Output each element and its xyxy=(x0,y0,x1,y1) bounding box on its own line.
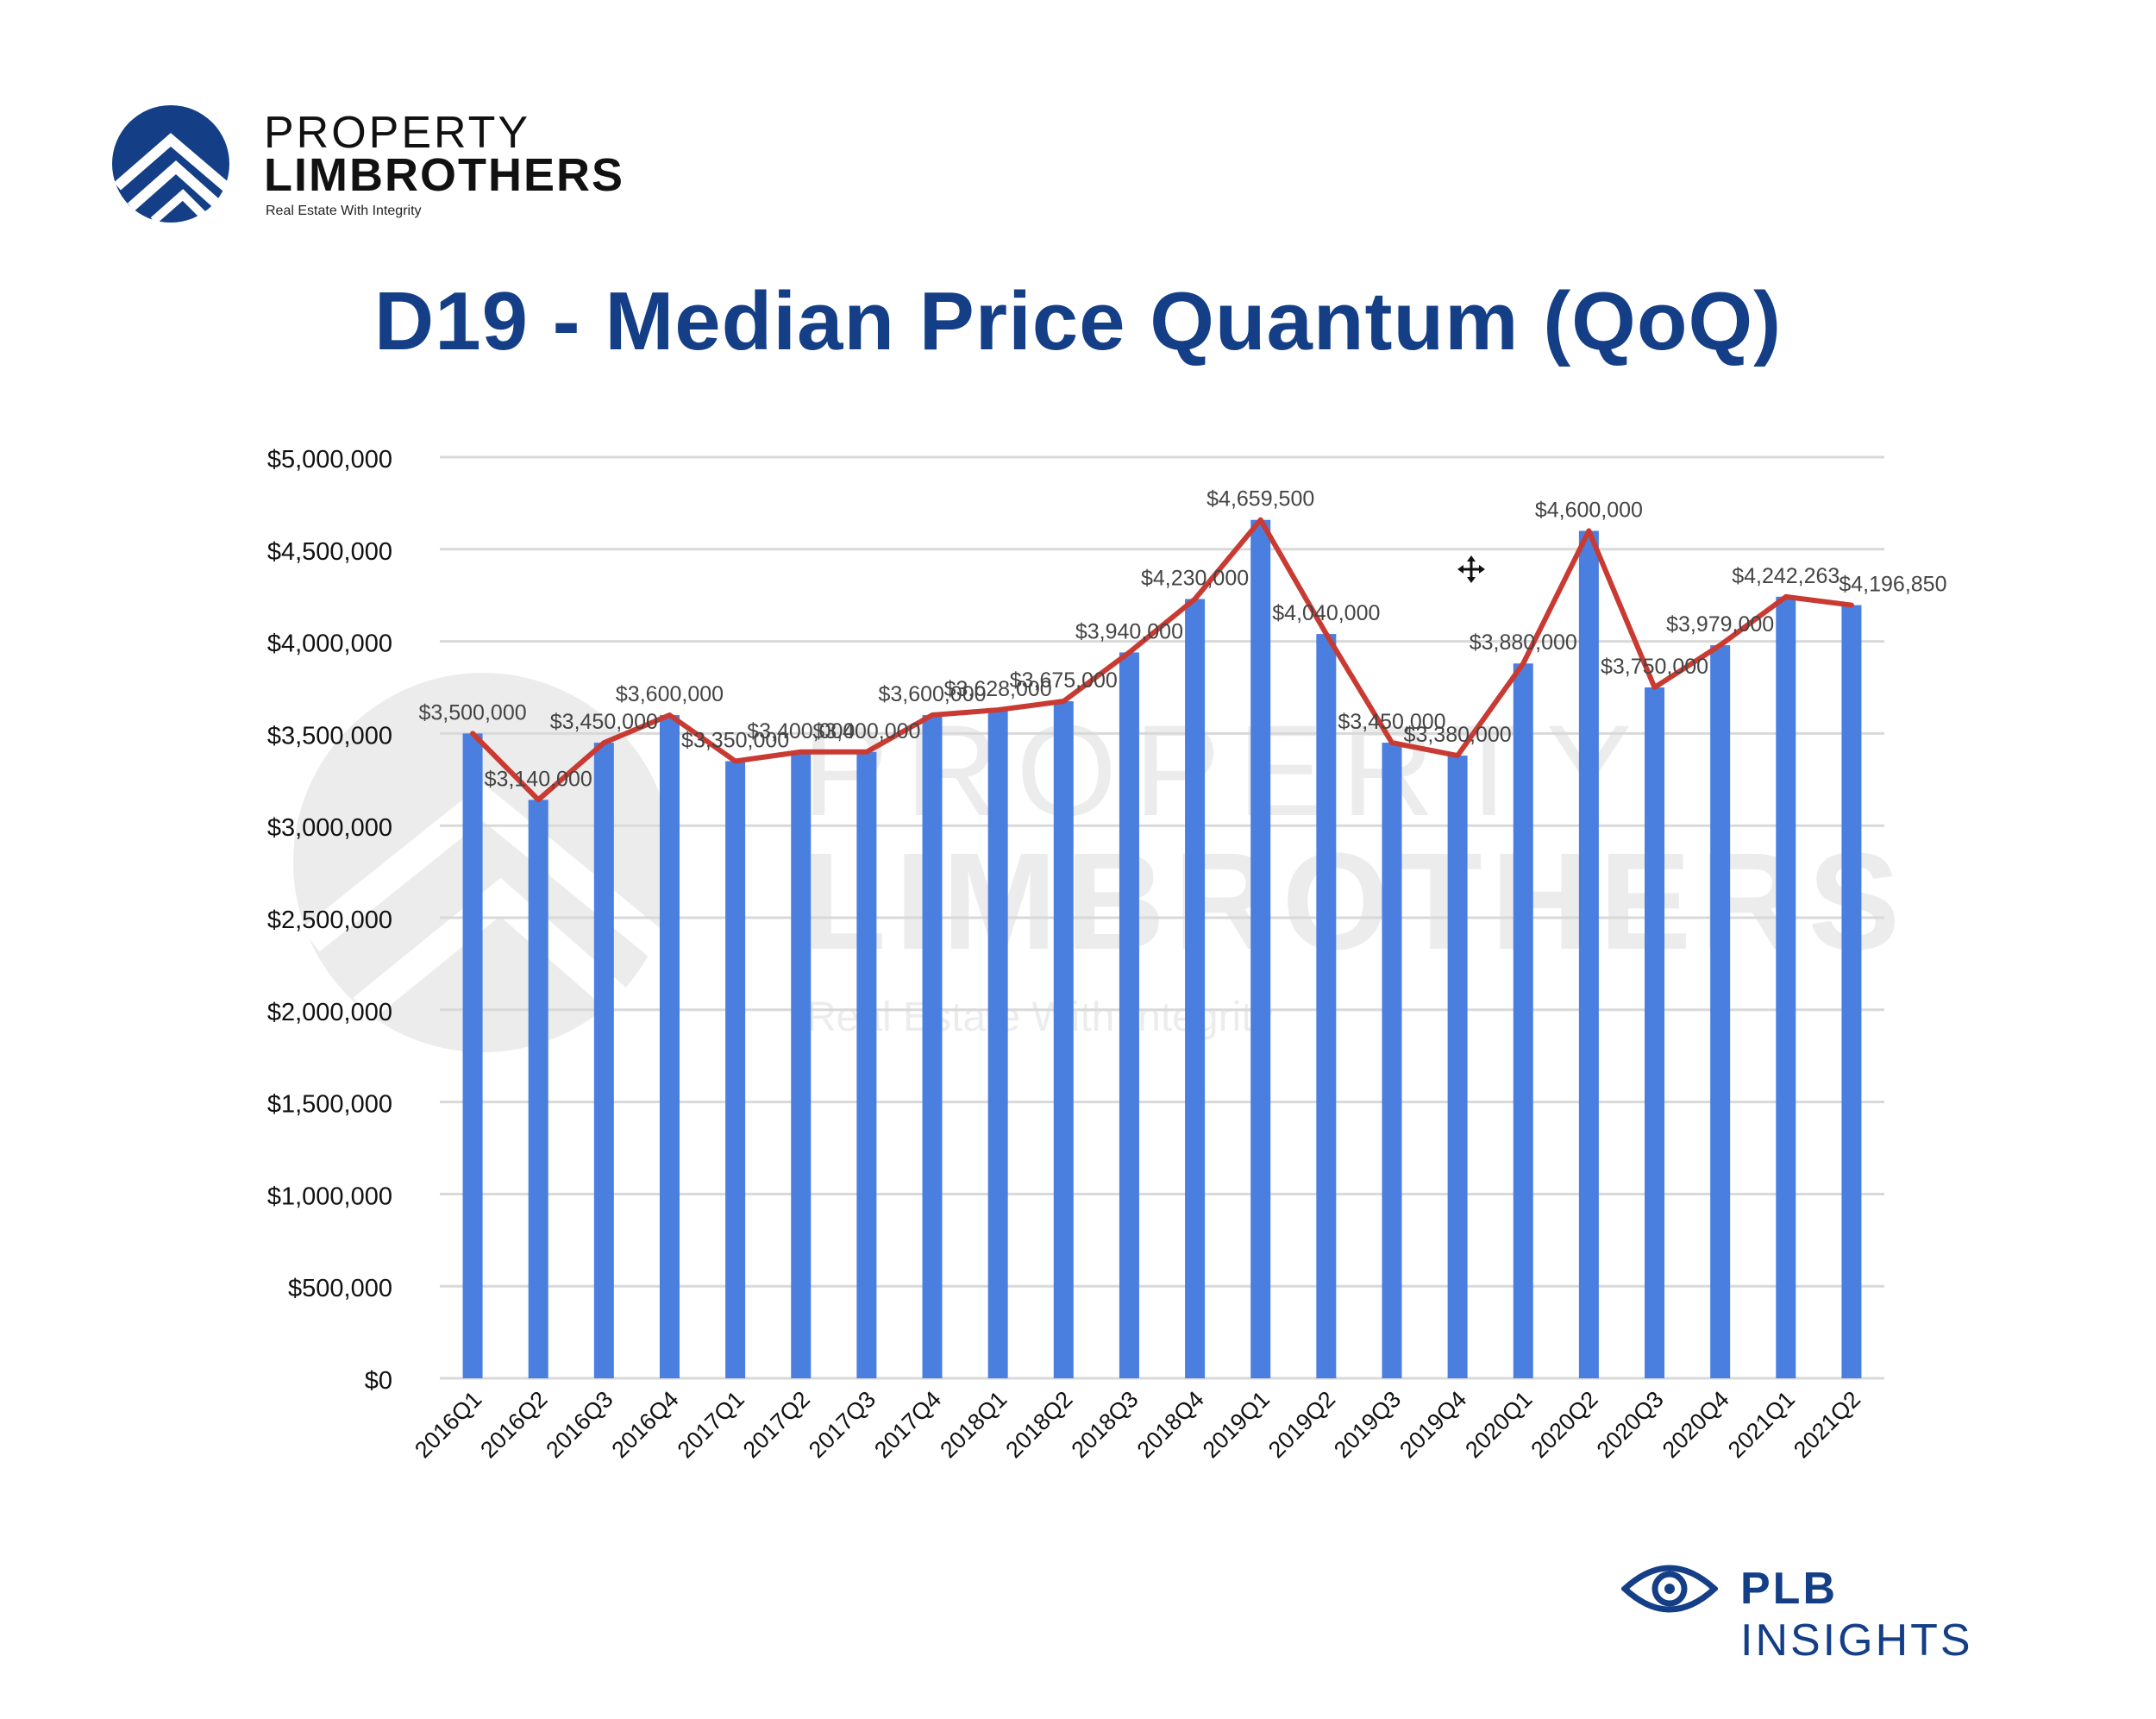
bar xyxy=(1578,530,1599,1378)
grid-lines xyxy=(440,455,1884,1380)
bar xyxy=(1119,652,1139,1378)
plb-insights-brand: PLB INSIGHTS xyxy=(1621,1553,2070,1666)
data-label: $4,242,263 xyxy=(1732,564,1839,588)
bar xyxy=(1250,519,1271,1378)
x-tick-label: 2020Q2 xyxy=(1526,1386,1602,1463)
trend-line xyxy=(470,517,1854,803)
footer-brand-text: PLB INSIGHTS xyxy=(1740,1563,2070,1666)
data-label: $3,400,000 xyxy=(812,719,920,743)
x-tick-label: 2019Q2 xyxy=(1263,1386,1340,1463)
y-axis-ticks: $0 $500,000 $1,000,000 $1,500,000 $2,000,000… xyxy=(267,446,392,1395)
bar xyxy=(1513,663,1533,1378)
data-label: $3,140,000 xyxy=(485,767,592,791)
y-tick-label: $3,000,000 xyxy=(267,814,392,842)
y-tick-label: $2,500,000 xyxy=(267,907,392,934)
y-tick-label: $4,500,000 xyxy=(267,538,392,566)
data-label: $3,628,000 xyxy=(944,677,1052,701)
chart-title: D19 - Median Price Quantum (QoQ) xyxy=(373,275,1783,367)
x-tick-label: 2018Q2 xyxy=(1000,1386,1077,1463)
bar xyxy=(725,761,746,1378)
move-cursor-icon xyxy=(1457,555,1485,583)
bar xyxy=(1053,701,1074,1378)
x-tick-label: 2019Q4 xyxy=(1395,1386,1471,1463)
x-tick-label: 2017Q1 xyxy=(673,1386,749,1463)
bar xyxy=(593,743,614,1378)
x-tick-label: 2016Q1 xyxy=(410,1386,486,1463)
y-tick-label: $5,000,000 xyxy=(267,446,392,474)
data-label: $3,400,000 xyxy=(747,719,855,743)
data-labels: $3,500,000 $3,140,000 $3,450,000 $3,600,000… xyxy=(419,487,1947,792)
logo-tagline: Real Estate With Integrity xyxy=(266,204,422,218)
y-tick-label: $1,000,000 xyxy=(267,1183,392,1210)
data-label: $3,350,000 xyxy=(681,728,789,752)
bar xyxy=(1710,645,1731,1378)
bar xyxy=(1645,687,1665,1378)
x-tick-label: 2020Q4 xyxy=(1658,1386,1734,1463)
y-tick-label: $2,000,000 xyxy=(267,999,392,1026)
x-axis-ticks: 2016Q12016Q22016Q32016Q42017Q12017Q22017… xyxy=(410,1386,1865,1463)
data-label: $3,880,000 xyxy=(1470,631,1577,655)
series-line xyxy=(470,517,1854,803)
bar xyxy=(791,751,812,1378)
y-tick-label: $3,500,000 xyxy=(267,722,392,750)
bar xyxy=(856,751,877,1378)
x-tick-label: 2017Q3 xyxy=(804,1386,881,1463)
x-tick-label: 2021Q2 xyxy=(1789,1386,1865,1463)
watermark-line2: LIMBROTHERS xyxy=(802,824,1908,978)
bar xyxy=(659,715,680,1378)
bar xyxy=(1382,743,1402,1378)
logo-line-limbrothers: LIMBROTHERS xyxy=(264,149,624,201)
footer-brand-rest: INSIGHTS xyxy=(1740,1615,1973,1666)
data-label: $3,600,000 xyxy=(616,682,724,706)
bar xyxy=(1447,756,1468,1378)
x-tick-label: 2018Q1 xyxy=(935,1386,1012,1463)
brand-logo: PROPERTY LIMBROTHERS Real Estate With In… xyxy=(110,104,628,224)
property-limbrothers-logo-icon xyxy=(112,105,231,224)
bar xyxy=(922,715,943,1378)
x-tick-label: 2021Q1 xyxy=(1723,1386,1800,1463)
data-label: $3,380,000 xyxy=(1404,723,1512,747)
y-tick-label: $0 xyxy=(365,1367,392,1395)
bar xyxy=(1316,634,1337,1378)
data-label: $3,979,000 xyxy=(1666,612,1774,637)
bar xyxy=(1841,605,1862,1378)
x-tick-label: 2020Q1 xyxy=(1460,1386,1537,1463)
data-label: $3,940,000 xyxy=(1075,619,1183,643)
x-tick-label: 2020Q3 xyxy=(1592,1386,1669,1463)
bar xyxy=(987,710,1008,1378)
y-tick-label: $500,000 xyxy=(288,1275,392,1302)
data-label: $4,230,000 xyxy=(1141,566,1249,590)
x-tick-label: 2019Q3 xyxy=(1329,1386,1406,1463)
y-tick-label: $4,000,000 xyxy=(267,631,392,658)
x-tick-label: 2018Q3 xyxy=(1067,1386,1144,1463)
x-tick-label: 2019Q1 xyxy=(1198,1386,1275,1463)
data-label: $3,500,000 xyxy=(419,700,527,725)
x-tick-label: 2017Q4 xyxy=(869,1386,946,1463)
bars xyxy=(462,519,1862,1378)
bar xyxy=(1776,596,1796,1378)
data-label: $3,450,000 xyxy=(550,710,658,734)
x-tick-label: 2017Q2 xyxy=(738,1386,815,1463)
logo-line-property: PROPERTY xyxy=(264,108,531,158)
x-tick-label: 2016Q3 xyxy=(541,1386,617,1463)
data-label: $4,659,500 xyxy=(1206,487,1314,511)
footer-brand-bold: PLB xyxy=(1740,1564,1838,1614)
x-tick-label: 2016Q4 xyxy=(607,1386,684,1463)
data-label: $4,040,000 xyxy=(1272,601,1380,625)
data-label: $3,600,000 xyxy=(878,682,986,706)
data-label: $4,196,850 xyxy=(1839,573,1946,597)
data-label: $3,750,000 xyxy=(1601,655,1708,679)
y-tick-label: $1,500,000 xyxy=(267,1091,392,1119)
bar xyxy=(1185,599,1206,1378)
bar xyxy=(528,800,548,1378)
data-label: $3,450,000 xyxy=(1338,710,1445,734)
eye-icon xyxy=(1621,1565,1718,1613)
bar xyxy=(462,733,483,1378)
data-label: $4,600,000 xyxy=(1535,498,1643,522)
data-label: $3,675,000 xyxy=(1010,668,1118,693)
x-tick-label: 2016Q2 xyxy=(475,1386,552,1463)
x-tick-label: 2018Q4 xyxy=(1132,1386,1209,1463)
